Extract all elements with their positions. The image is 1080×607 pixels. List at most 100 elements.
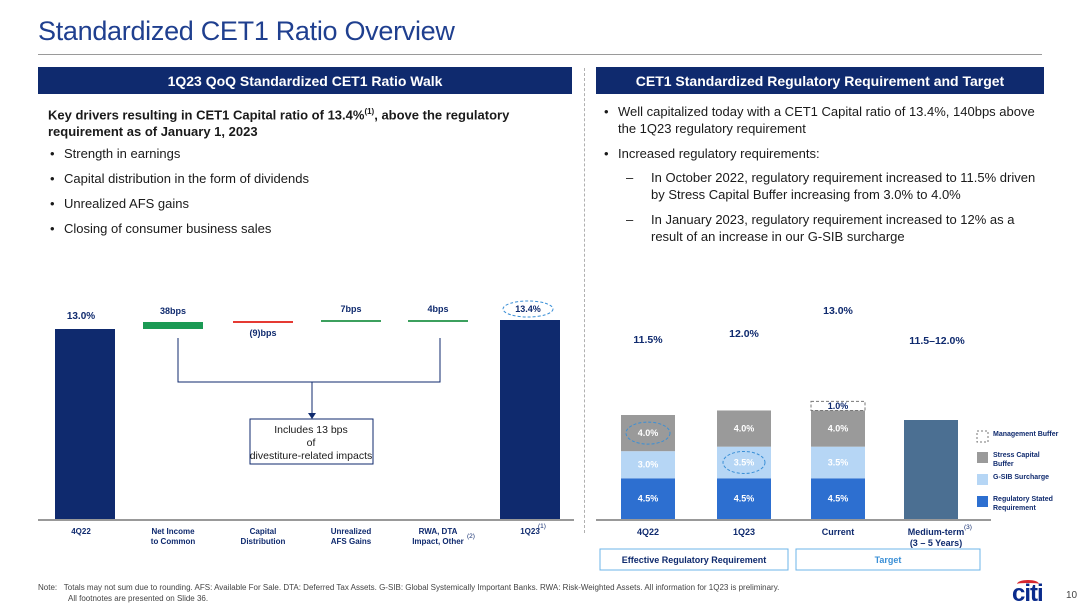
data-label: 4.0% [734,424,755,434]
note-text: Totals may not sum due to rounding. AFS:… [63,583,780,592]
legend-label: Requirement [993,505,1036,512]
bar-4q22 [55,329,115,519]
key-drivers-list: Strength in earnings Capital distributio… [48,145,568,245]
arrow-head [308,413,316,419]
bar-change [321,320,381,322]
total-label: 13.0% [823,305,853,317]
legend-swatch [977,474,988,485]
key-drivers-heading-text: Key drivers resulting in CET1 Capital ra… [48,107,365,123]
data-label: 4.0% [828,424,849,434]
annotation-text: Includes 13 bps [274,424,348,436]
bar-segment [717,478,771,519]
section-divider [584,68,585,533]
x-tick-label: Unrealized [331,527,372,536]
sub-list-item-text: In October 2022, regulatory requirement … [651,170,1036,202]
bracket-line [177,338,441,383]
cet1-walk-chart: 13.0% 38bps (9)bps 7bps 4bps 13.4% Includes 13… [38,300,574,546]
data-label: 1.0% [828,401,849,411]
sub-list-item: – In October 2022, regulatory requirement… [626,169,1042,203]
data-label: 3.0% [638,460,659,470]
footnote-marker: (1) [538,523,546,530]
target-group-box [795,548,981,571]
list-item: Closing of consumer business sales [48,220,568,237]
data-label: (9)bps [250,328,277,338]
x-tick-label: Current [822,527,855,537]
x-tick-label: Net Income [151,527,195,536]
right-section-banner: CET1 Standardized Regulatory Requirement… [596,67,1044,94]
data-label: 38bps [160,306,186,316]
footnote-marker: (2) [467,533,475,540]
x-tick-label: 1Q23 [520,527,540,536]
sub-list-item: – In January 2023, regulatory requirement… [626,211,1042,245]
bar-target [904,420,958,519]
bar-segment [621,415,675,452]
bar-1q23 [500,320,560,519]
list-item: Capital distribution in the form of divi… [48,170,568,187]
page-title: Standardized CET1 Ratio Overview [38,16,455,46]
x-tick-label: AFS Gains [331,537,372,546]
left-section-banner: 1Q23 QoQ Standardized CET1 Ratio Walk [38,67,572,94]
note-text-2: All footnotes are presented on Slide 36. [68,594,209,603]
data-label: 3.5% [828,457,849,467]
note-label: Note: [38,583,58,592]
footnote-marker: (3) [964,524,972,531]
data-label: 13.0% [67,311,95,322]
annotation-text: of [307,437,316,449]
bar-segment [810,400,866,411]
x-tick-label: Impact, Other [412,537,464,546]
x-tick-label: (3 – 5 Years) [910,538,962,548]
legend-swatch [977,496,988,507]
data-label: 3.5% [734,457,755,467]
requirement-list: Well capitalized today with a CET1 Capit… [602,103,1042,170]
target-group-label: Target [875,555,902,565]
legend-label: G-SIB Surcharge [993,474,1049,481]
bar-segment [811,410,865,447]
bar-segment [811,446,865,479]
x-tick-label: 1Q23 [733,527,755,537]
data-label: 7bps [340,304,361,314]
data-label: 4bps [427,304,448,314]
total-label: 12.0% [729,328,759,340]
data-label: 4.5% [638,494,659,504]
effective-group-box [599,548,789,571]
legend-swatch [977,452,988,463]
bar-segment [717,410,771,447]
legend-label: Buffer [993,461,1014,468]
x-tick-label: Distribution [241,537,286,546]
data-label: 4.0% [638,428,659,438]
list-item: Strength in earnings [48,145,568,162]
bar-segment [811,478,865,519]
legend-label: Regulatory Stated [993,496,1053,503]
bar-change [233,321,293,323]
regulatory-requirement-chart: 4.5% 3.0% 4.0% 4.5% 3.5% 4.0% 4.5% 3.5% 4.0% 1.0%… [596,305,1059,571]
title-divider [38,54,1042,55]
total-label: 11.5% [633,334,663,346]
annotation-text: divestiture-related impacts [250,450,373,462]
x-tick-label: RWA, DTA [419,527,458,536]
x-tick-label: 4Q22 [71,527,91,536]
list-item: Unrealized AFS gains [48,195,568,212]
annotation-box [249,418,374,465]
x-tick-label: to Common [151,537,196,546]
bar-segment [621,478,675,519]
dash-glyph: – [626,212,634,227]
citi-logo-arc [1017,580,1039,588]
legend-swatch [976,430,989,443]
x-tick-label: Capital [250,527,277,536]
x-tick-label: Medium-term [908,527,965,537]
highlight-circle [625,421,671,445]
bar-change [408,320,468,322]
citi-logo: citi [1012,580,1044,607]
key-drivers-heading: Key drivers resulting in CET1 Capital ra… [48,103,568,140]
list-item: Increased regulatory requirements: [602,145,1042,162]
bar-segment [621,451,675,479]
total-label: 11.5–12.0% [909,335,965,347]
requirement-sublist: – In October 2022, regulatory requirement… [626,169,1042,253]
legend-label: Management Buffer [993,431,1059,438]
highlight-circle [502,300,554,318]
highlight-circle [722,450,766,474]
list-item: Well capitalized today with a CET1 Capit… [602,103,1042,137]
data-label: 13.4% [515,304,541,314]
sub-list-item-text: In January 2023, regulatory requirement … [651,212,1015,244]
page-number: 10 [1066,590,1078,601]
